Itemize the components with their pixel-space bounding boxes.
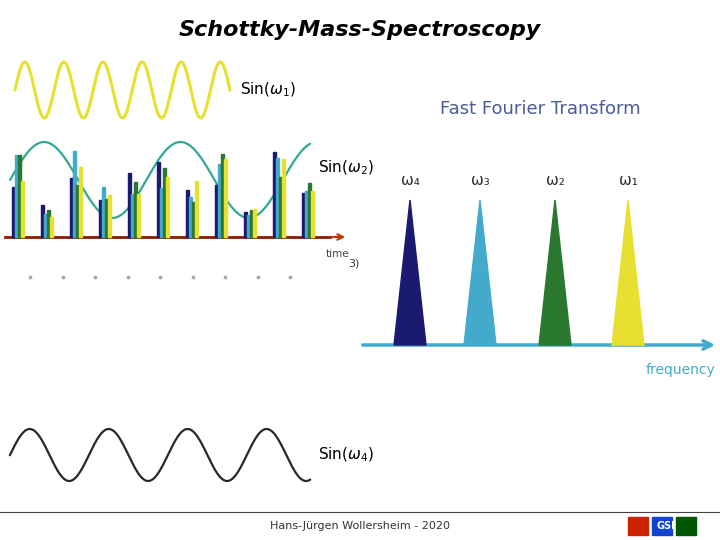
Text: Hans-Jürgen Wollersheim - 2020: Hans-Jürgen Wollersheim - 2020 bbox=[270, 521, 450, 531]
Bar bbox=[134, 181, 137, 237]
Bar bbox=[276, 158, 279, 237]
Bar bbox=[274, 152, 276, 237]
Bar bbox=[44, 214, 47, 237]
Text: Sin($\omega_2$): Sin($\omega_2$) bbox=[318, 159, 374, 177]
Text: Schottky-Mass-Spectroscopy: Schottky-Mass-Spectroscopy bbox=[179, 20, 541, 40]
Bar bbox=[161, 188, 163, 237]
Text: ω₁: ω₁ bbox=[618, 173, 637, 188]
Bar bbox=[308, 183, 311, 237]
Bar bbox=[189, 197, 192, 237]
Text: Sin($\omega_4$): Sin($\omega_4$) bbox=[318, 446, 374, 464]
Bar bbox=[108, 195, 111, 237]
Bar bbox=[15, 156, 18, 237]
Bar bbox=[22, 181, 24, 237]
Bar bbox=[244, 212, 247, 237]
Bar bbox=[50, 217, 53, 237]
Bar bbox=[73, 151, 76, 237]
Polygon shape bbox=[539, 200, 571, 345]
Text: ω₂: ω₂ bbox=[546, 173, 564, 188]
Bar bbox=[12, 187, 14, 237]
Bar bbox=[302, 193, 305, 237]
Bar bbox=[99, 200, 102, 237]
Bar bbox=[138, 194, 140, 237]
Bar bbox=[224, 159, 227, 237]
Text: frequency: frequency bbox=[645, 363, 715, 377]
Bar bbox=[166, 177, 168, 237]
Bar bbox=[215, 185, 217, 237]
Bar bbox=[131, 194, 134, 237]
Bar bbox=[251, 210, 253, 237]
Bar bbox=[18, 155, 21, 237]
Text: ω₃: ω₃ bbox=[471, 173, 490, 188]
Bar bbox=[105, 199, 108, 237]
Bar bbox=[76, 185, 78, 237]
Bar bbox=[48, 210, 50, 237]
Bar bbox=[195, 180, 198, 237]
Bar bbox=[247, 215, 250, 237]
Text: Sin($\omega_1$): Sin($\omega_1$) bbox=[240, 81, 296, 99]
Text: ω₄: ω₄ bbox=[400, 173, 420, 188]
Text: 3): 3) bbox=[348, 259, 359, 269]
Bar bbox=[192, 202, 194, 237]
Bar bbox=[218, 164, 221, 237]
Text: Fast Fourier Transform: Fast Fourier Transform bbox=[440, 100, 640, 118]
Bar bbox=[186, 190, 189, 237]
Bar bbox=[305, 191, 307, 237]
Bar bbox=[628, 517, 648, 535]
Bar bbox=[221, 154, 224, 237]
Text: time: time bbox=[326, 249, 350, 259]
Bar bbox=[279, 177, 282, 237]
Polygon shape bbox=[612, 200, 644, 345]
Polygon shape bbox=[394, 200, 426, 345]
Bar bbox=[79, 167, 82, 237]
Bar bbox=[652, 517, 672, 535]
Bar bbox=[282, 159, 284, 237]
Bar bbox=[71, 178, 73, 237]
Bar bbox=[676, 517, 696, 535]
Bar bbox=[102, 187, 104, 237]
Bar bbox=[311, 192, 314, 237]
Bar bbox=[128, 173, 131, 237]
Bar bbox=[163, 168, 166, 237]
Bar bbox=[41, 205, 44, 237]
Polygon shape bbox=[464, 200, 496, 345]
Bar bbox=[253, 209, 256, 237]
Text: GSI: GSI bbox=[657, 521, 675, 531]
Bar bbox=[157, 162, 160, 237]
